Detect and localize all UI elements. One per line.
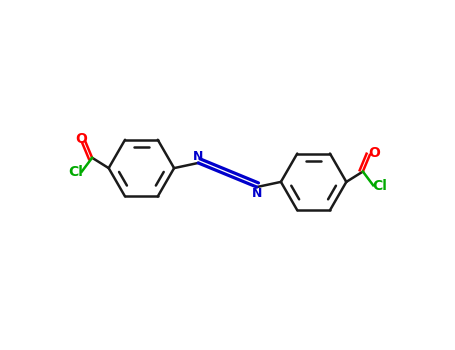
- Text: Cl: Cl: [68, 165, 83, 179]
- Text: O: O: [75, 132, 87, 146]
- Text: N: N: [193, 150, 203, 163]
- Text: N: N: [252, 187, 262, 200]
- Text: Cl: Cl: [372, 179, 387, 193]
- Text: O: O: [368, 146, 380, 160]
